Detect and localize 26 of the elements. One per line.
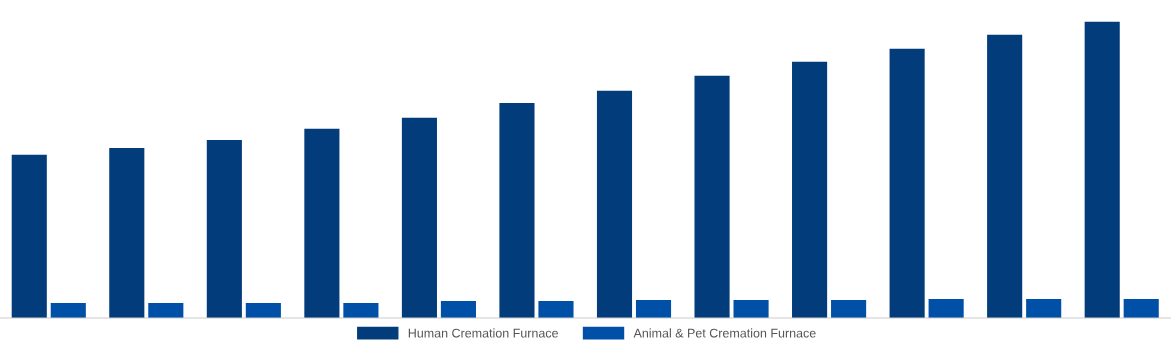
bar bbox=[596, 90, 633, 318]
bar bbox=[987, 34, 1023, 318]
bar bbox=[928, 299, 964, 318]
bar bbox=[499, 102, 535, 318]
bar bbox=[792, 61, 828, 318]
bar bbox=[440, 301, 476, 318]
bar bbox=[831, 299, 867, 318]
bar bbox=[245, 302, 281, 318]
legend-label: Animal & Pet Cremation Furnace bbox=[633, 328, 816, 338]
bar bbox=[538, 301, 574, 318]
bar bbox=[11, 154, 47, 318]
bar bbox=[401, 117, 437, 318]
bar bbox=[889, 48, 925, 318]
bar bbox=[1123, 299, 1159, 318]
bar bbox=[1026, 299, 1062, 318]
bar bbox=[109, 147, 145, 318]
bar bbox=[694, 75, 730, 318]
bar bbox=[1084, 21, 1120, 318]
bar bbox=[304, 128, 340, 318]
bar bbox=[206, 139, 242, 318]
bar bbox=[733, 299, 769, 318]
bar bbox=[343, 302, 379, 318]
legend-label: Human Cremation Furnace bbox=[408, 328, 558, 338]
bar bbox=[635, 299, 672, 318]
bar bbox=[50, 302, 86, 318]
bar bbox=[148, 302, 184, 318]
